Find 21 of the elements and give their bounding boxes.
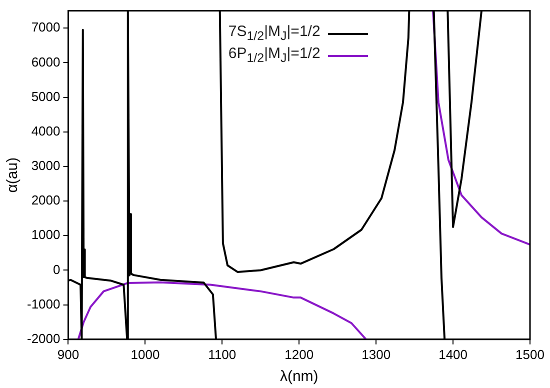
x-tick-label: 1400 (438, 346, 468, 362)
x-tick-label: 1200 (284, 346, 314, 362)
legend-label: 6P$_{1/2}$|M$_{J}$|=1/2 (228, 44, 320, 67)
y-tick-label: 5000 (31, 88, 60, 104)
x-tick-label: 1100 (208, 346, 236, 362)
y-tick-label: 2000 (31, 192, 60, 208)
x-tick-label: 1000 (130, 346, 160, 362)
x-tick-label: 1300 (362, 346, 391, 362)
y-tick-label: 4000 (31, 123, 60, 138)
y-tick-label: 3000 (31, 158, 60, 174)
y-axis-title: α(au) (4, 157, 22, 193)
legend-label: 7S$_{1/2}$|M$_{J}$|=1/2 (228, 22, 320, 45)
y-tick-label: 0 (53, 262, 60, 277)
y-tick-label: 1000 (31, 227, 60, 242)
y-tick-label: 6000 (31, 54, 60, 70)
x-tick-label: 1500 (516, 346, 544, 362)
x-tick-label: 900 (57, 346, 80, 362)
y-tick-label: -1000 (27, 296, 60, 312)
y-tick-label: 7000 (31, 20, 60, 35)
x-axis-title: λ(nm) (280, 368, 318, 386)
y-tick-label: -2000 (27, 330, 60, 346)
